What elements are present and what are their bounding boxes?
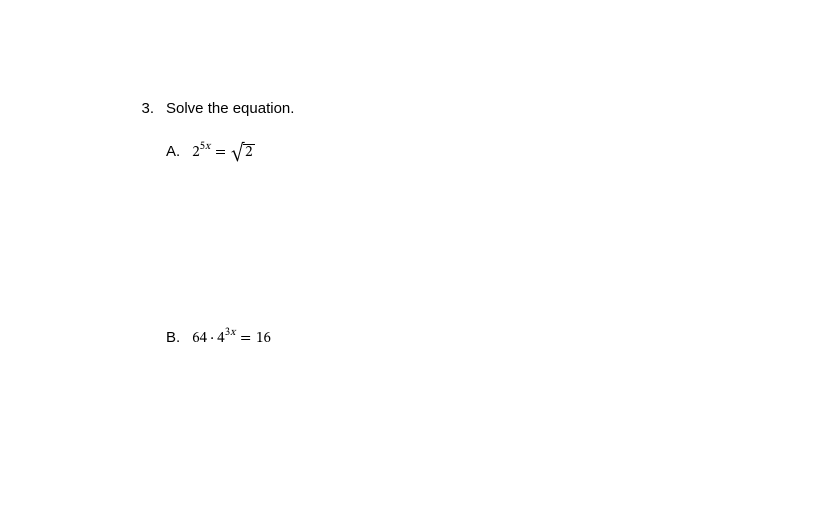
part-b-equation: 64·43x = 16: [192, 327, 271, 348]
part-a-sqrt: √2: [231, 144, 255, 162]
part-b-exponent: 3x: [225, 327, 236, 338]
part-b-rhs: 16: [256, 331, 271, 346]
part-a-equation: 25x=√2: [192, 141, 254, 162]
sub-items: A. 25x=√2 B. 64·43x=16: [130, 141, 840, 348]
part-a-equals: =: [215, 145, 226, 160]
part-a-base: 2: [192, 145, 199, 160]
part-b-equals: =: [240, 331, 251, 346]
part-a-exponent: 5x: [200, 141, 211, 152]
question-number: 3.: [130, 100, 154, 117]
radicand: 2: [243, 144, 254, 162]
part-b-base: 4: [217, 331, 224, 346]
part-b-dot: ·: [210, 331, 214, 346]
problem-container: 3. Solve the equation. A. 25x=√2 B. 64·4…: [0, 0, 840, 348]
part-a-label: A.: [166, 143, 180, 160]
part-b-term1: 64: [192, 331, 207, 346]
part-b: B. 64·43x = 16: [166, 327, 840, 348]
question-row: 3. Solve the equation.: [130, 100, 840, 117]
part-b-label: B.: [166, 329, 180, 346]
part-a: A. 25x=√2: [166, 141, 840, 162]
question-prompt: Solve the equation.: [166, 100, 294, 117]
radical-symbol: √: [231, 145, 244, 162]
